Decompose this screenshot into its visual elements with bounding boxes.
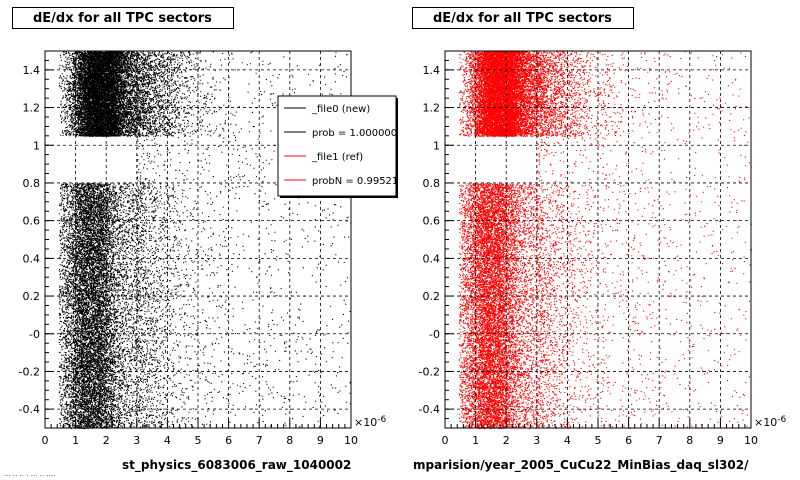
legend-entry-label: prob = 1.000000	[312, 128, 397, 139]
x-tick-label: 9	[317, 434, 324, 447]
scatter-points	[58, 51, 352, 430]
x-tick-label: 7	[656, 434, 663, 447]
y-tick-label: 0.4	[423, 252, 441, 265]
x-tick-label: 10	[744, 434, 758, 447]
x-tick-label: 2	[503, 434, 510, 447]
y-tick-label: 0.8	[23, 177, 41, 190]
left-x-axis-label: st_physics_6083006_raw_1040002	[122, 458, 352, 472]
x-tick-label: 1	[472, 434, 479, 447]
legend-entry-label: _file1 (ref)	[311, 152, 363, 163]
left-scatter-plot: 0 1 2 3 4 5 6 7 8 9 10 -0.4 -0.2 -0 0.2 0.4 0.6 0.8 1 1.2 1.…	[19, 50, 398, 447]
left-chart-title: dE/dx for all TPC sectors	[12, 7, 234, 29]
x-tick-label: 6	[625, 434, 632, 447]
y-tick-label: 1.4	[423, 64, 441, 77]
y-tick-label: 0.6	[423, 215, 441, 228]
x-exponent-label: ×10-6	[754, 415, 786, 429]
grid-lines	[445, 51, 751, 428]
grid-lines	[45, 51, 351, 428]
y-tick-label: -0.2	[19, 365, 40, 378]
x-tick-label: 1	[72, 434, 79, 447]
scatter-marker-set	[58, 51, 352, 430]
x-tick-label: 10	[344, 434, 358, 447]
x-tick-label: 3	[133, 434, 140, 447]
x-tick-label: 8	[286, 434, 293, 447]
legend-entry-label: probN = 0.99521	[312, 176, 398, 187]
right-scatter-plot: 0 1 2 3 4 5 6 7 8 9 10 -0.4 -0.2 -0 0.2 0.4 0.6 0.8 1 1.2 1.…	[419, 50, 786, 447]
x-tick-label: 5	[595, 434, 602, 447]
y-tick-label: 1.4	[23, 64, 41, 77]
right-chart-title: dE/dx for all TPC sectors	[412, 7, 634, 29]
legend: _file0 (new) prob = 1.000000 _file1 (ref) p…	[277, 95, 398, 198]
scatter-marker-set	[458, 51, 753, 430]
x-exponent-label: ×10-6	[354, 415, 386, 429]
x-tick-label: 7	[256, 434, 263, 447]
x-tick-label: 2	[103, 434, 110, 447]
y-tick-label: -0	[29, 328, 40, 341]
y-tick-label: -0	[429, 328, 440, 341]
legend-box	[277, 95, 397, 197]
x-tick-label: 4	[564, 434, 571, 447]
x-tick-label: 0	[442, 434, 449, 447]
y-tick-label: 0.6	[23, 215, 41, 228]
x-tick-label: 3	[533, 434, 540, 447]
y-tick-label: 0.2	[423, 290, 441, 303]
y-tick-label: 0.2	[23, 290, 41, 303]
y-tick-label: 0.4	[23, 252, 41, 265]
x-tick-label: 4	[164, 434, 171, 447]
x-tick-label: 8	[686, 434, 693, 447]
scatter-points	[458, 51, 753, 430]
y-tick-label: -0.4	[19, 403, 40, 416]
y-tick-label: 0.8	[423, 177, 441, 190]
x-tick-label: 9	[717, 434, 724, 447]
x-tick-label: 6	[225, 434, 232, 447]
y-tick-label: -0.4	[419, 403, 440, 416]
y-tick-label: 1.2	[423, 102, 441, 115]
right-x-axis-label: mparision/year_2005_CuCu22_MinBias_daq_s…	[413, 458, 749, 472]
y-tick-label: 1	[433, 139, 440, 152]
y-tick-label: 1	[33, 139, 40, 152]
x-tick-label: 0	[42, 434, 49, 447]
x-tick-label: 5	[195, 434, 202, 447]
footer-text: ... .. .. . ... .. ....	[4, 470, 56, 478]
y-tick-label: -0.2	[419, 365, 440, 378]
y-tick-label: 1.2	[23, 102, 41, 115]
legend-entry-label: _file0 (new)	[311, 104, 370, 115]
